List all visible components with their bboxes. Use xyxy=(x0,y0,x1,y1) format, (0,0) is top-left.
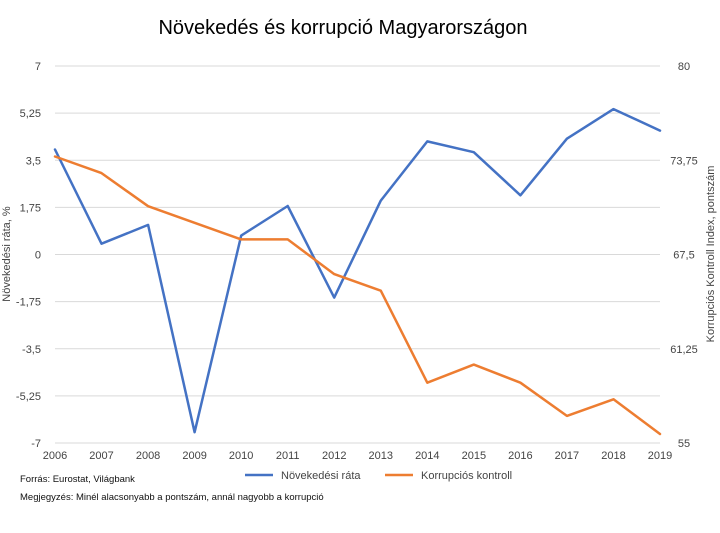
x-tick-label: 2007 xyxy=(89,450,113,462)
y-axis-label: Növekedési ráta, % xyxy=(1,206,13,302)
y2-axis-label: Korrupciós Kontroll Index, pontszám xyxy=(705,166,717,343)
x-tick-label: 2015 xyxy=(462,450,486,462)
y2-tick-label: 61,25 xyxy=(670,344,698,356)
y-tick-label: 7 xyxy=(35,61,41,73)
chart-title: Növekedés és korrupció Magyarországon xyxy=(158,17,527,39)
y-tick-label: 0 xyxy=(35,250,41,262)
y-tick-label: -1,75 xyxy=(16,297,41,309)
y-tick-label: -3,5 xyxy=(22,344,41,356)
series-line-1 xyxy=(53,107,662,434)
axes: -7 -5,25 -3,5 -1,75 0 1,75 3,5 5,25 7 55 61,25 67,5… xyxy=(16,61,698,462)
y-tick-label: 1,75 xyxy=(20,202,41,214)
legend-label: Korrupciós kontroll xyxy=(421,470,512,482)
legend-label: Növekedési ráta xyxy=(281,470,361,482)
legend: Növekedési ráta Korrupciós kontroll xyxy=(245,470,512,482)
x-tick-label: 2014 xyxy=(415,450,439,462)
source-note: Forrás: Eurostat, Világbank xyxy=(20,474,135,485)
x-tick-label: 2013 xyxy=(369,450,393,462)
x-tick-label: 2012 xyxy=(322,450,346,462)
y-tick-label: 5,25 xyxy=(20,108,41,120)
y2-tick-label: 55 xyxy=(678,438,690,450)
series-line-2 xyxy=(53,155,662,436)
y-tick-label: -7 xyxy=(31,438,41,450)
x-tick-label: 2008 xyxy=(136,450,160,462)
x-tick-label: 2009 xyxy=(182,450,206,462)
gridlines xyxy=(55,65,660,444)
y-tick-label: -5,25 xyxy=(16,391,41,403)
x-tick-label: 2019 xyxy=(648,450,672,462)
y2-tick-label: 80 xyxy=(678,61,690,73)
y-tick-label: 3,5 xyxy=(26,155,41,167)
y2-tick-label: 67,5 xyxy=(673,250,694,262)
x-tick-label: 2018 xyxy=(601,450,625,462)
x-tick-label: 2017 xyxy=(555,450,579,462)
x-tick-label: 2011 xyxy=(276,450,300,462)
x-tick-label: 2016 xyxy=(508,450,532,462)
x-tick-label: 2010 xyxy=(229,450,253,462)
x-tick-label: 2006 xyxy=(43,450,67,462)
explanatory-note: Megjegyzés: Minél alacsonyabb a pontszám… xyxy=(20,492,324,503)
series-lines xyxy=(53,107,662,436)
y2-tick-label: 73,75 xyxy=(670,155,698,167)
